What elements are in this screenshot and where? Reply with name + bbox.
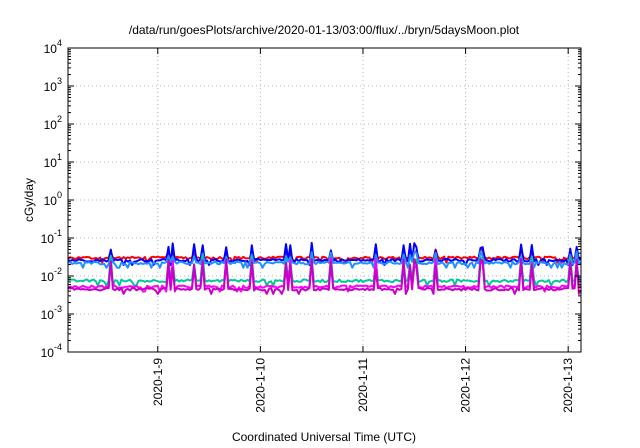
y-tick-label: 10-3 bbox=[41, 304, 62, 322]
grid-layer bbox=[68, 48, 581, 352]
series-line bbox=[67, 258, 582, 295]
y-tick-label: 10-4 bbox=[41, 342, 62, 360]
y-tick-label: 10-1 bbox=[41, 228, 62, 246]
y-tick-label: 104 bbox=[44, 38, 62, 56]
y-tick-label: 103 bbox=[44, 76, 62, 94]
series-line bbox=[67, 241, 582, 266]
series-line bbox=[68, 254, 582, 287]
chart-title: /data/run/goesPlots/archive/2020-01-13/0… bbox=[129, 23, 520, 37]
x-axis-label: Coordinated Universal Time (UTC) bbox=[232, 430, 416, 444]
x-tick-label: 2020-1-9 bbox=[151, 358, 165, 406]
series-layer bbox=[67, 241, 582, 295]
x-tick-label: 2020-1-10 bbox=[253, 358, 267, 413]
series-line bbox=[67, 250, 582, 269]
series-line bbox=[67, 248, 581, 264]
y-tick-label: 101 bbox=[44, 152, 62, 170]
y-axis-label: cGy/day bbox=[22, 178, 36, 222]
x-tick-label: 2020-1-12 bbox=[459, 358, 473, 413]
axis-layer: 10-4 10-3 10-2 10-1 100 101 102 103 104 2020-1-9 2… bbox=[41, 38, 581, 413]
y-tick-label: 10-2 bbox=[41, 266, 62, 284]
x-tick-label: 2020-1-11 bbox=[356, 358, 370, 412]
y-tick-label: 100 bbox=[44, 190, 62, 208]
y-tick-label: 102 bbox=[44, 114, 62, 132]
x-tick-label: 2020-1-13 bbox=[561, 358, 575, 413]
